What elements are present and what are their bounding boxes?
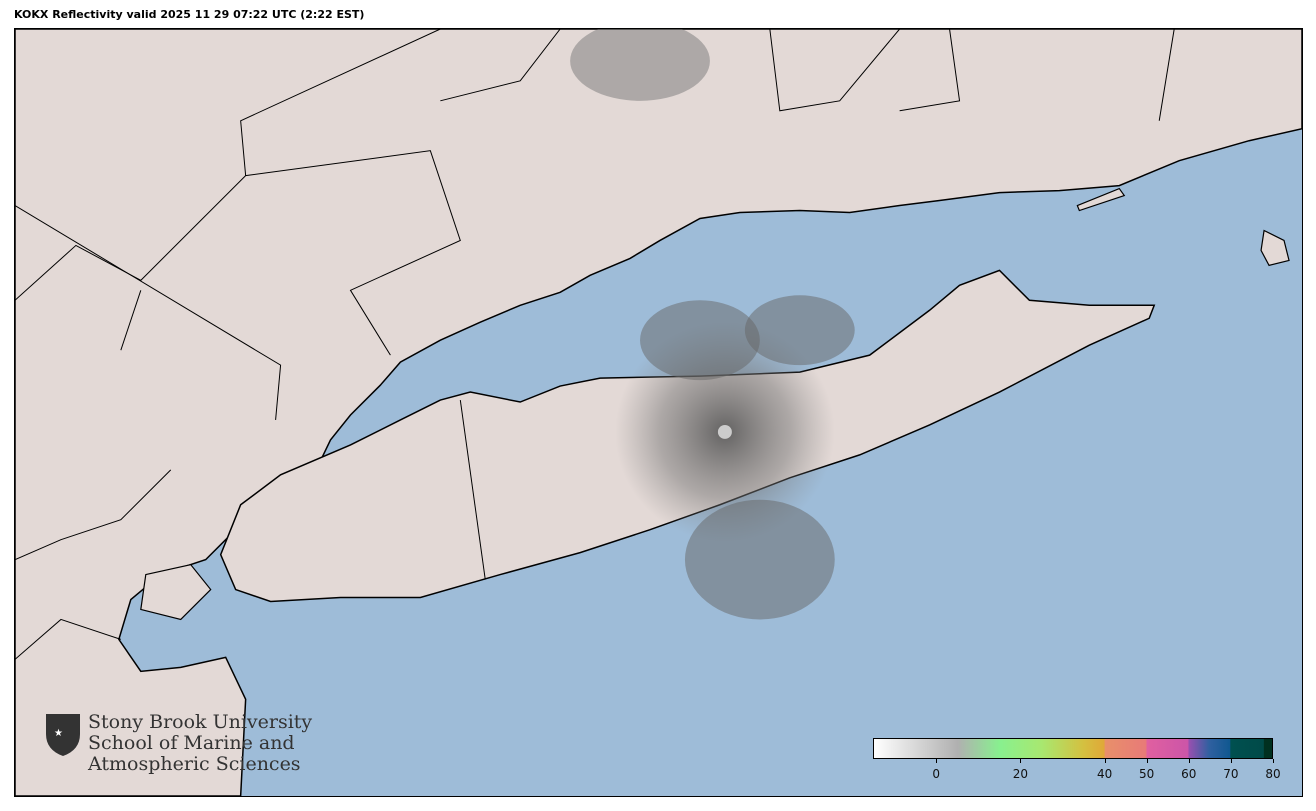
block-island [1260,229,1290,267]
colorbar-tick-mark [1104,759,1106,763]
colorbar [873,738,1273,759]
colorbar-tick-mark [1273,759,1274,763]
colorbar-tick-mark [1230,759,1232,763]
svg-text:★: ★ [54,728,63,739]
mainland [15,29,1302,796]
radar-echoes [570,29,855,620]
colorbar-tick-label: 80 [1265,767,1281,781]
sbu-logo: ★ Stony Brook University School of Marin… [44,712,312,775]
state-borders [15,29,1175,660]
colorbar-tick-mark [1188,759,1190,763]
colorbar-tick-label: 40 [1096,767,1113,781]
radar-map[interactable] [14,28,1303,797]
logo-line-3: Atmospheric Sciences [88,753,301,775]
map-title: KOKX Reflectivity valid 2025 11 29 07:22… [14,8,365,21]
logo-line-2: School of Marine and [88,732,295,754]
colorbar-tick-label: 50 [1139,767,1155,781]
colorbar-tick-mark [1146,759,1148,763]
shield-icon: ★ [46,714,80,756]
logo-line-1: Stony Brook University [88,711,313,733]
colorbar-tick-label: 60 [1181,767,1197,781]
colorbar-tick-label: 0 [932,767,940,781]
fishers-island [1076,187,1126,212]
colorbar-tick-mark [1020,759,1022,763]
colorbar-tick-label: 20 [1012,767,1028,781]
colorbar-tick-label: 70 [1223,767,1239,781]
colorbar-tick-mark [936,759,938,763]
staten-island [140,563,212,621]
